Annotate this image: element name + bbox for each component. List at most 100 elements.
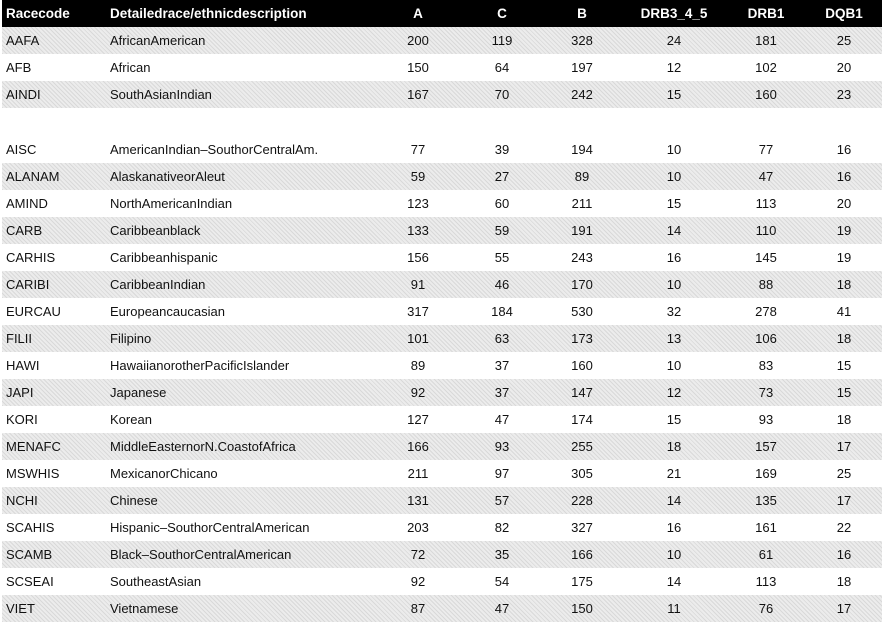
cell-a: 166 bbox=[407, 439, 429, 454]
cell-drb1: 102 bbox=[755, 60, 777, 75]
header-dqb1: DQB1 bbox=[825, 6, 863, 21]
cell-a: 101 bbox=[407, 331, 429, 346]
table-row: SCAMB Black–SouthorCentralAmerican 72 35 166… bbox=[2, 541, 882, 568]
cell-racecode: NCHI bbox=[6, 493, 38, 508]
cell-drb3-4-5: 11 bbox=[667, 601, 681, 616]
cell-a: 317 bbox=[407, 304, 429, 319]
cell-b: 305 bbox=[571, 466, 593, 481]
cell-b: 160 bbox=[571, 358, 593, 373]
cell-racecode: MENAFC bbox=[6, 439, 61, 454]
cell-drb1: 181 bbox=[755, 33, 777, 48]
cell-drb1: 47 bbox=[758, 169, 774, 184]
cell-racecode: VIET bbox=[6, 601, 35, 616]
cell-c: 82 bbox=[494, 520, 510, 535]
cell-dqb1: 25 bbox=[836, 466, 852, 481]
cell-c: 37 bbox=[494, 358, 510, 373]
header-description: Detailedrace/ethnicdescription bbox=[110, 6, 307, 21]
table-header: Racecode Detailedrace/ethnicdescription … bbox=[2, 0, 882, 27]
cell-racecode: FILII bbox=[6, 331, 33, 346]
cell-racecode: SCAMB bbox=[6, 547, 53, 562]
cell-description: Vietnamese bbox=[110, 601, 179, 616]
table-row: AMIND NorthAmericanIndian 123 60 211 15 113 20 bbox=[2, 190, 882, 217]
cell-dqb1: 20 bbox=[836, 60, 852, 75]
table-row: AAFA AfricanAmerican 200 119 328 24 181 25 bbox=[2, 27, 882, 54]
cell-a: 131 bbox=[407, 493, 429, 508]
cell-dqb1: 41 bbox=[836, 304, 852, 319]
cell-a: 72 bbox=[410, 547, 426, 562]
cell-a: 123 bbox=[407, 196, 429, 211]
cell-drb3-4-5: 10 bbox=[666, 277, 682, 292]
cell-b: 228 bbox=[571, 493, 593, 508]
cell-b: 174 bbox=[571, 412, 593, 427]
cell-drb1: 93 bbox=[758, 412, 774, 427]
cell-b: 170 bbox=[571, 277, 593, 292]
cell-dqb1: 25 bbox=[836, 33, 852, 48]
cell-drb1: 73 bbox=[758, 385, 774, 400]
cell-description: Filipino bbox=[110, 331, 152, 346]
cell-drb3-4-5: 16 bbox=[666, 250, 682, 265]
cell-description: African bbox=[110, 60, 151, 75]
cell-drb3-4-5: 21 bbox=[666, 466, 682, 481]
cell-racecode: AFB bbox=[6, 60, 32, 75]
cell-b: 166 bbox=[571, 547, 593, 562]
cell-dqb1: 17 bbox=[836, 439, 852, 454]
cell-drb3-4-5: 10 bbox=[666, 169, 682, 184]
table-row: AFB African 150 64 197 12 102 20 bbox=[2, 54, 882, 81]
cell-drb1: 88 bbox=[758, 277, 774, 292]
cell-a: 92 bbox=[410, 574, 426, 589]
cell-a: 167 bbox=[407, 87, 429, 102]
cell-a: 92 bbox=[410, 385, 426, 400]
cell-drb1: 113 bbox=[755, 574, 777, 589]
table-row: NCHI Chinese 131 57 228 14 135 17 bbox=[2, 487, 882, 514]
cell-c: 57 bbox=[494, 493, 510, 508]
table-row: EURCAU Europeancaucasian 317 184 530 32 278 41 bbox=[2, 298, 882, 325]
cell-description: HawaiianorotherPacificIslander bbox=[110, 358, 290, 373]
cell-drb3-4-5: 15 bbox=[666, 196, 682, 211]
table-row: VIET Vietnamese 87 47 150 11 76 17 bbox=[2, 595, 882, 622]
cell-c: 60 bbox=[494, 196, 510, 211]
cell-b: 255 bbox=[571, 439, 593, 454]
cell-dqb1: 18 bbox=[836, 412, 852, 427]
cell-description: Hispanic–SouthorCentralAmerican bbox=[110, 520, 310, 535]
cell-a: 133 bbox=[407, 223, 429, 238]
cell-description: NorthAmericanIndian bbox=[110, 196, 233, 211]
cell-c: 119 bbox=[491, 33, 513, 48]
cell-dqb1: 18 bbox=[836, 277, 852, 292]
cell-a: 200 bbox=[407, 33, 429, 48]
cell-description: SouthAsianIndian bbox=[110, 87, 212, 102]
cell-c: 64 bbox=[494, 60, 510, 75]
cell-description: Korean bbox=[110, 412, 152, 427]
cell-racecode: KORI bbox=[6, 412, 38, 427]
cell-c: 37 bbox=[494, 385, 510, 400]
cell-drb3-4-5: 10 bbox=[666, 142, 682, 157]
cell-drb3-4-5: 14 bbox=[666, 223, 682, 238]
cell-c: 97 bbox=[494, 466, 510, 481]
cell-drb1: 106 bbox=[755, 331, 777, 346]
table-row: MENAFC MiddleEasternorN.CoastofAfrica 166 9… bbox=[2, 433, 882, 460]
cell-description: Europeancaucasian bbox=[110, 304, 225, 319]
cell-drb3-4-5: 16 bbox=[666, 520, 682, 535]
cell-racecode: AMIND bbox=[6, 196, 48, 211]
table-row: CARIBI CaribbeanIndian 91 46 170 10 88 18 bbox=[2, 271, 882, 298]
cell-racecode: SCSEAI bbox=[6, 574, 54, 589]
cell-dqb1: 19 bbox=[836, 223, 852, 238]
cell-racecode: HAWI bbox=[6, 358, 40, 373]
cell-c: 47 bbox=[494, 412, 510, 427]
cell-b: 242 bbox=[571, 87, 593, 102]
cell-racecode: EURCAU bbox=[6, 304, 61, 319]
header-a: A bbox=[413, 6, 423, 21]
cell-description: AlaskanativeorAleut bbox=[110, 169, 225, 184]
cell-racecode: AAFA bbox=[6, 33, 40, 48]
table-row: AINDI SouthAsianIndian 167 70 242 15 160 23 bbox=[2, 81, 882, 108]
cell-dqb1: 18 bbox=[836, 574, 852, 589]
cell-drb3-4-5: 15 bbox=[666, 412, 682, 427]
cell-racecode: CARHIS bbox=[6, 250, 56, 265]
cell-a: 91 bbox=[410, 277, 426, 292]
cell-racecode: AISC bbox=[6, 142, 37, 157]
table-row: ALANAM AlaskanativeorAleut 59 27 89 10 47 16 bbox=[2, 163, 882, 190]
cell-c: 93 bbox=[494, 439, 510, 454]
cell-drb3-4-5: 14 bbox=[666, 574, 682, 589]
cell-description: MexicanorChicano bbox=[110, 466, 218, 481]
table-row: HAWI HawaiianorotherPacificIslander 89 37 16… bbox=[2, 352, 882, 379]
